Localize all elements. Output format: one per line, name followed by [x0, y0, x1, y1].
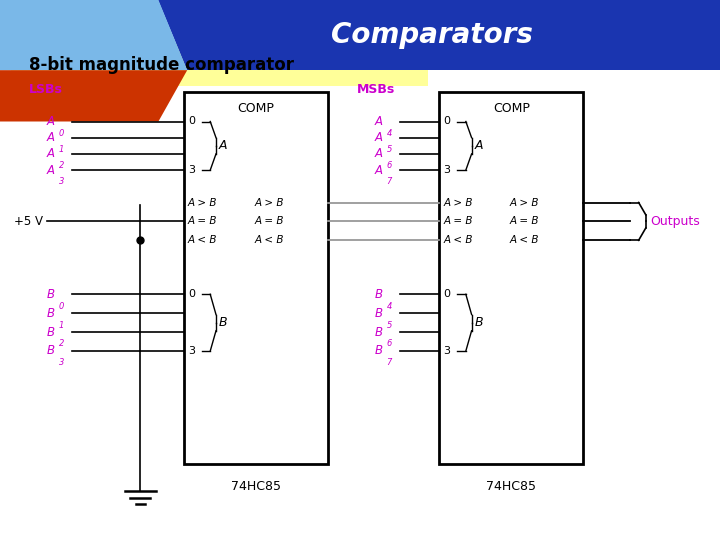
- Text: 2: 2: [59, 161, 64, 170]
- Text: A = B: A = B: [510, 217, 539, 226]
- Text: B: B: [374, 326, 382, 339]
- Polygon shape: [0, 0, 187, 70]
- Text: B: B: [219, 316, 228, 329]
- Text: 6: 6: [387, 340, 392, 348]
- Text: 4: 4: [387, 129, 392, 138]
- Text: A > B: A > B: [444, 198, 473, 207]
- Text: A: A: [374, 147, 382, 160]
- Text: A: A: [374, 131, 382, 144]
- Text: COMP: COMP: [237, 102, 274, 114]
- Text: A < B: A < B: [444, 235, 473, 245]
- Text: A: A: [47, 131, 55, 144]
- Text: 74HC85: 74HC85: [486, 480, 536, 492]
- Text: 0: 0: [444, 117, 451, 126]
- Text: 0: 0: [188, 289, 195, 299]
- Text: 7: 7: [387, 178, 392, 186]
- Text: A: A: [374, 164, 382, 177]
- Text: B: B: [374, 345, 382, 357]
- Text: A = B: A = B: [444, 217, 473, 226]
- Text: A > B: A > B: [188, 198, 217, 207]
- Text: A: A: [219, 139, 228, 152]
- Text: 3: 3: [188, 165, 195, 175]
- Text: MSBs: MSBs: [356, 83, 395, 96]
- Text: A: A: [374, 115, 382, 128]
- Text: 5: 5: [387, 145, 392, 154]
- Text: B: B: [47, 307, 55, 320]
- Text: 1: 1: [59, 321, 64, 329]
- Text: 3: 3: [444, 165, 451, 175]
- Text: Outputs: Outputs: [650, 215, 700, 228]
- Text: 2: 2: [59, 340, 64, 348]
- Text: COMP: COMP: [492, 102, 530, 114]
- Text: A: A: [47, 115, 55, 128]
- Text: 0: 0: [59, 302, 64, 310]
- Text: 0: 0: [444, 289, 451, 299]
- Text: Comparators: Comparators: [331, 21, 533, 49]
- Bar: [439, 92, 583, 464]
- Text: 8-bit magnitude comparator: 8-bit magnitude comparator: [29, 56, 294, 74]
- Text: 4: 4: [387, 302, 392, 310]
- Text: A: A: [474, 139, 483, 152]
- Bar: [184, 92, 328, 464]
- Text: A < B: A < B: [510, 235, 539, 245]
- Text: +5 V: +5 V: [14, 215, 43, 228]
- Text: A < B: A < B: [188, 235, 217, 245]
- Polygon shape: [0, 70, 187, 122]
- Text: A > B: A > B: [254, 198, 284, 207]
- Text: 3: 3: [59, 178, 64, 186]
- Text: 3: 3: [59, 359, 64, 367]
- Text: A < B: A < B: [254, 235, 284, 245]
- Text: B: B: [47, 288, 55, 301]
- Text: B: B: [47, 345, 55, 357]
- FancyBboxPatch shape: [11, 43, 428, 86]
- Text: A = B: A = B: [254, 217, 284, 226]
- Text: B: B: [47, 326, 55, 339]
- Text: 1: 1: [59, 145, 64, 154]
- Text: A: A: [47, 164, 55, 177]
- Polygon shape: [158, 0, 720, 70]
- Text: A > B: A > B: [510, 198, 539, 207]
- Text: B: B: [374, 288, 382, 301]
- Text: B: B: [374, 307, 382, 320]
- Text: 74HC85: 74HC85: [230, 480, 281, 492]
- Text: 0: 0: [59, 129, 64, 138]
- Text: 5: 5: [387, 321, 392, 329]
- Text: 0: 0: [188, 117, 195, 126]
- Text: B: B: [474, 316, 483, 329]
- Text: 3: 3: [444, 346, 451, 356]
- Text: A: A: [47, 147, 55, 160]
- Text: 3: 3: [188, 346, 195, 356]
- Text: 6: 6: [387, 161, 392, 170]
- Text: A = B: A = B: [188, 217, 217, 226]
- Text: LSBs: LSBs: [29, 83, 63, 96]
- Text: 7: 7: [387, 359, 392, 367]
